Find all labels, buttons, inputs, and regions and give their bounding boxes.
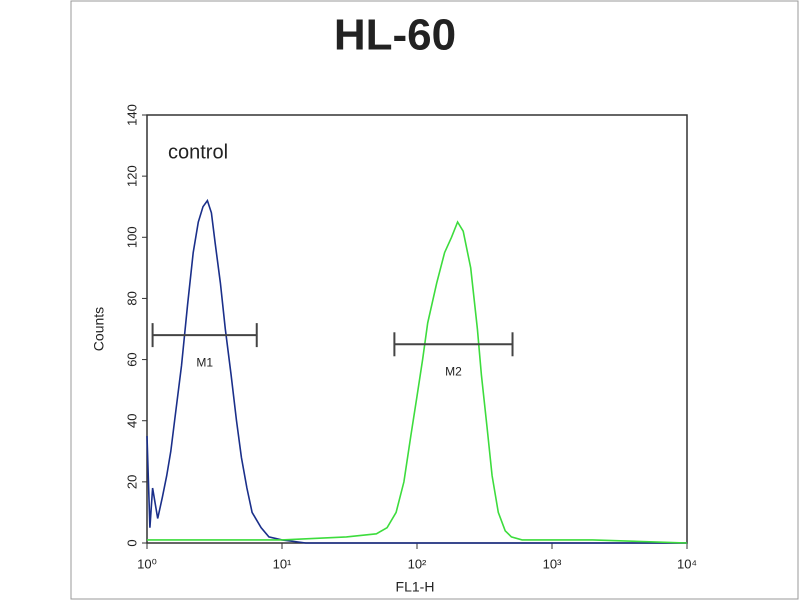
y-tick-label: 80 bbox=[124, 291, 139, 305]
x-axis-label: FL1-H bbox=[396, 579, 435, 595]
frame bbox=[70, 0, 799, 600]
x-tick-label: 10¹ bbox=[273, 556, 292, 571]
x-tick-label: 10² bbox=[408, 556, 427, 571]
y-tick-label: 40 bbox=[124, 413, 139, 427]
plot-frame bbox=[146, 114, 688, 544]
histogram-line bbox=[147, 220, 688, 544]
annotation: control bbox=[168, 141, 228, 163]
marker-label: M2 bbox=[445, 364, 462, 378]
y-tick-label: 100 bbox=[124, 226, 139, 248]
y-tick-label: 120 bbox=[124, 165, 139, 187]
x-tick-label: 10³ bbox=[543, 556, 562, 571]
marker-label: M1 bbox=[196, 355, 213, 369]
chart-title: HL-60 bbox=[334, 11, 456, 60]
y-tick-label: 140 bbox=[124, 104, 139, 126]
y-tick-label: 0 bbox=[124, 539, 139, 546]
y-tick-label: 60 bbox=[124, 352, 139, 366]
x-tick-label: 10⁰ bbox=[137, 556, 157, 571]
histogram-line bbox=[146, 198, 687, 544]
y-tick-label: 20 bbox=[124, 475, 139, 489]
y-axis-label: Counts bbox=[91, 307, 107, 351]
x-tick-label: 10⁴ bbox=[677, 556, 697, 571]
